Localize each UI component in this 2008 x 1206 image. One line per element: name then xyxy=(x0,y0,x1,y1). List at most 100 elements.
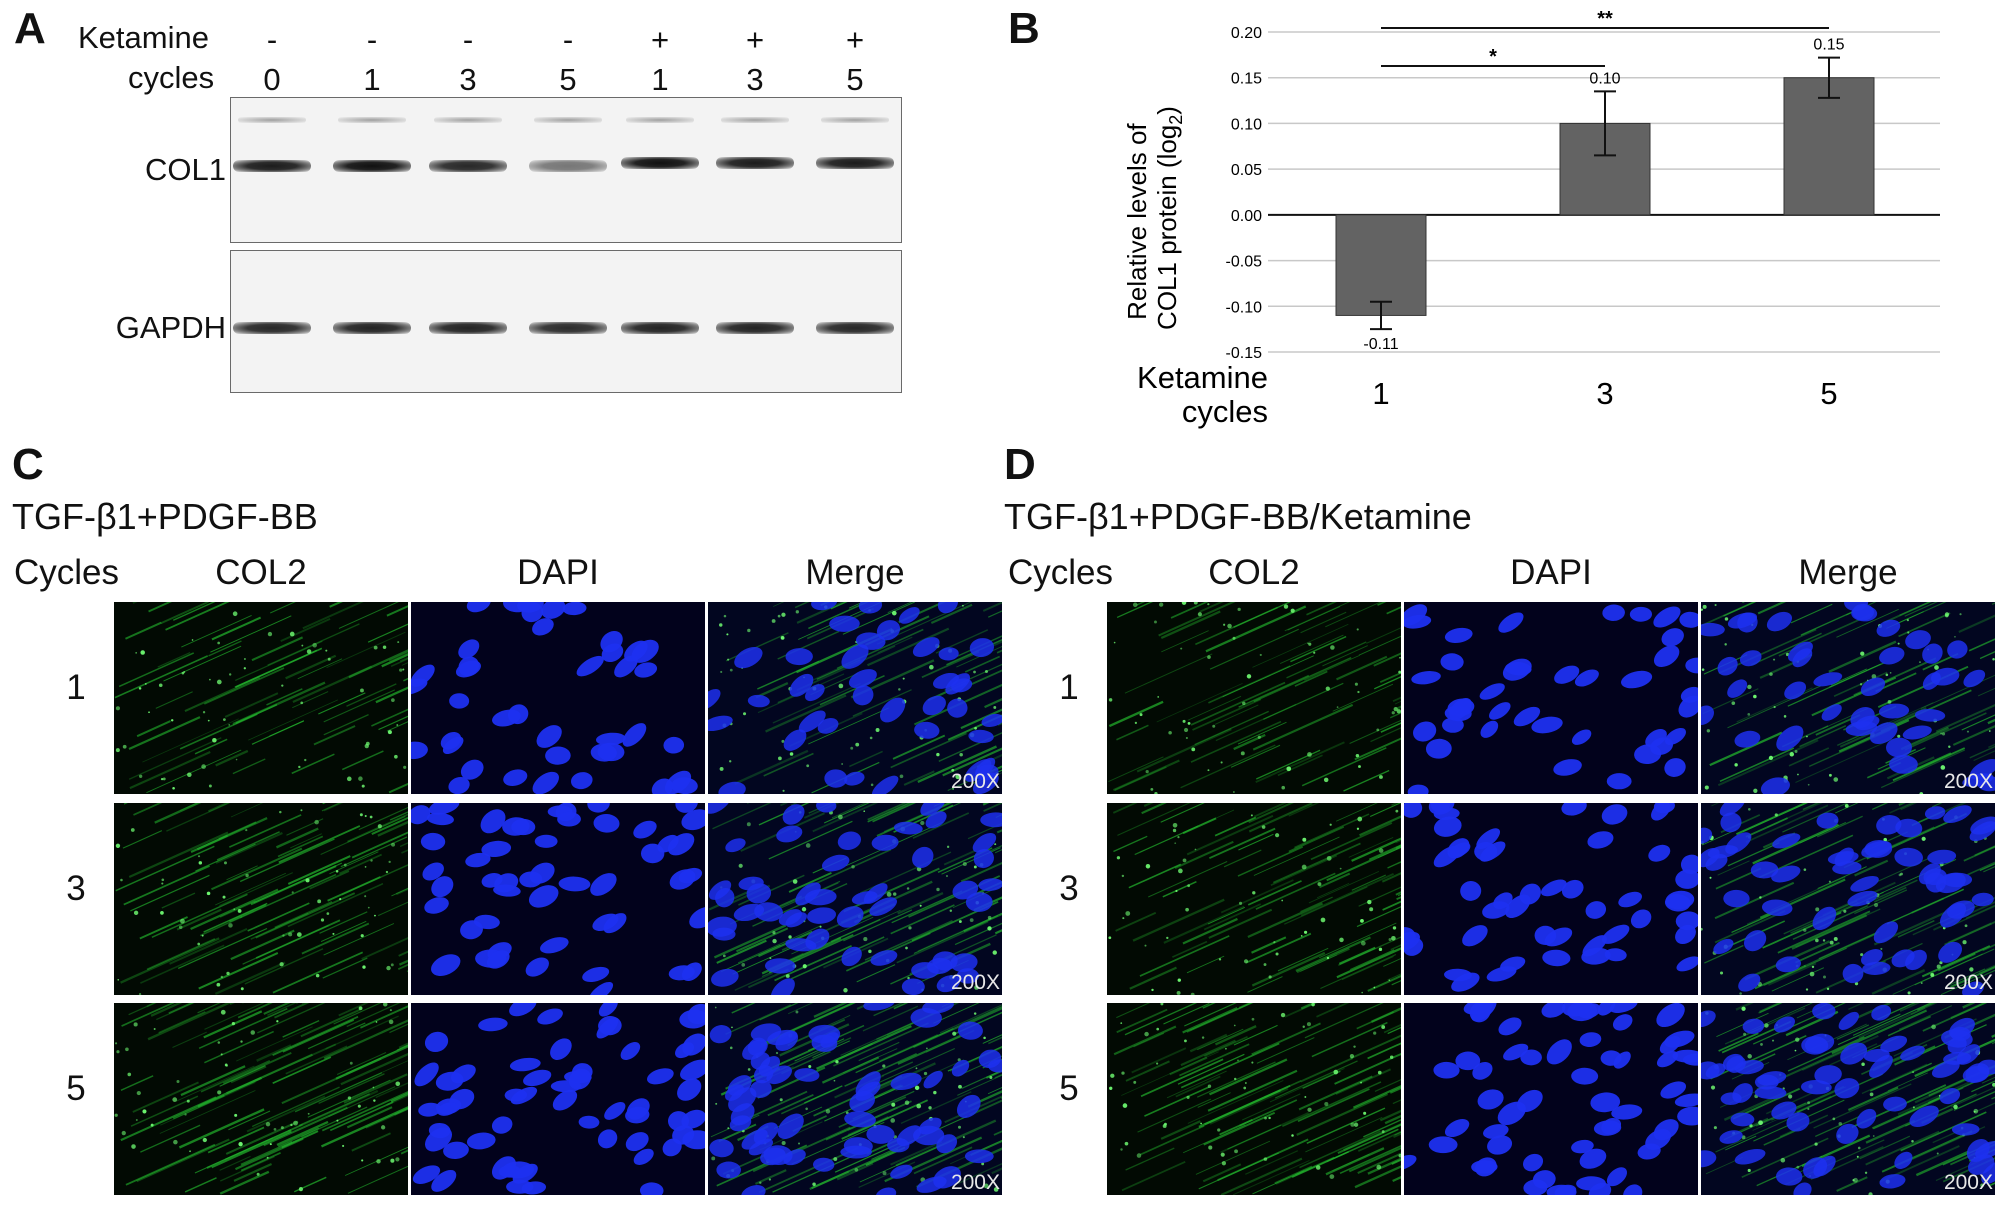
col1-band xyxy=(233,160,311,172)
bar-value-label: 0.10 xyxy=(1589,70,1620,87)
y-tick-label: 0.00 xyxy=(1231,208,1262,225)
row-cycle-label: 1 xyxy=(66,668,86,707)
column-header-dapi: DAPI xyxy=(1510,553,1592,592)
col1-band xyxy=(333,160,411,172)
panel-d-cycles-header: Cycles xyxy=(1008,553,1114,592)
lane-cycle-number: 5 xyxy=(846,62,864,97)
col1-faint-band xyxy=(434,117,502,123)
magnification-label: 200X xyxy=(950,1171,1000,1194)
y-tick-label: 0.20 xyxy=(1231,25,1262,42)
magnification-label: 200X xyxy=(1943,971,1993,994)
panel-d-title: TGF-β1+PDGF-BB/Ketamine xyxy=(1004,496,1472,537)
panel-c-title: TGF-β1+PDGF-BB xyxy=(12,496,318,537)
micrograph-col2-cycle-1 xyxy=(114,602,408,794)
y-tick-label: 0.10 xyxy=(1231,116,1262,133)
micrograph-col2-cycle-3 xyxy=(1107,803,1401,995)
x-tick-label: 5 xyxy=(1820,376,1837,411)
micrograph-merge-cycle-1: 200X xyxy=(1701,602,1995,794)
col1-faint-band xyxy=(534,117,602,123)
col1-label: COL1 xyxy=(145,152,226,187)
column-header-dapi: DAPI xyxy=(517,553,599,592)
y-tick-label: 0.15 xyxy=(1231,71,1262,88)
col1-faint-band xyxy=(238,117,306,123)
significance-label: * xyxy=(1489,46,1497,68)
gapdh-band xyxy=(233,322,311,334)
micrograph-col2-cycle-5 xyxy=(1107,1003,1401,1195)
col1-faint-band xyxy=(338,117,406,123)
row-cycle-label: 3 xyxy=(1059,869,1079,908)
col1-band xyxy=(529,160,607,172)
lane-cycle-number: 1 xyxy=(363,62,381,97)
column-header-merge: Merge xyxy=(805,553,905,592)
micrograph-merge-cycle-5: 200X xyxy=(708,1003,1002,1195)
gapdh-label: GAPDH xyxy=(115,310,226,345)
micrograph-dapi-cycle-3 xyxy=(411,803,705,995)
lane-ketamine-sign: - xyxy=(266,22,278,57)
micrograph-col2-cycle-3 xyxy=(114,803,408,995)
lane-cycle-number: 1 xyxy=(651,62,669,97)
panel-d-label: D xyxy=(1004,440,1036,489)
error-bar xyxy=(1594,90,1616,157)
micrograph-col2-cycle-1 xyxy=(1107,602,1401,794)
col1-faint-band xyxy=(626,117,694,123)
micrograph-merge-cycle-5: 200X xyxy=(1701,1003,1995,1195)
col1-bar-chart: -0.15 -0.10 -0.05 0.00 0.05 0.10 0.15 0.20 -0.1… xyxy=(1122,8,1940,429)
bar xyxy=(1335,214,1427,316)
significance-label: ** xyxy=(1597,8,1613,30)
lane-ketamine-sign: - xyxy=(462,22,474,57)
panel-c-label: C xyxy=(12,440,44,489)
x-axis-label-line1: Ketamine xyxy=(1137,360,1268,395)
lane-cycle-number: 5 xyxy=(559,62,577,97)
panel-a-label: A xyxy=(14,4,46,53)
gapdh-band xyxy=(716,322,794,334)
magnification-label: 200X xyxy=(1943,1171,1993,1194)
y-tick-label: -0.15 xyxy=(1226,345,1263,362)
magnification-label: 200X xyxy=(950,770,1000,793)
gapdh-band xyxy=(621,322,699,334)
gapdh-band xyxy=(429,322,507,334)
bar-value-label: -0.11 xyxy=(1363,336,1398,353)
lane-cycle-number: 3 xyxy=(459,62,477,97)
lane-cycle-number: 3 xyxy=(746,62,764,97)
error-bar xyxy=(1370,300,1392,331)
micrograph-dapi-cycle-5 xyxy=(1404,1003,1698,1195)
panel-c-cycles-header: Cycles xyxy=(14,553,120,592)
y-axis-label: Relative levels of COL1 protein (log2) xyxy=(1122,106,1186,330)
lane-ketamine-sign: - xyxy=(562,22,574,57)
x-axis-label-line2: cycles xyxy=(1182,394,1268,429)
row-cycle-label: 5 xyxy=(1059,1069,1079,1108)
micrograph-dapi-cycle-3 xyxy=(1404,803,1698,995)
micrograph-merge-cycle-3: 200X xyxy=(708,803,1002,995)
col1-band xyxy=(816,157,894,169)
ketamine-row-label: Ketamine xyxy=(78,20,209,55)
col1-faint-band xyxy=(721,117,789,123)
x-tick-label: 1 xyxy=(1372,376,1389,411)
col1-band xyxy=(429,160,507,172)
lane-ketamine-sign: + xyxy=(650,22,670,57)
lane-ketamine-sign: + xyxy=(745,22,765,57)
micrograph-dapi-cycle-5 xyxy=(411,1003,705,1195)
x-tick-label: 3 xyxy=(1596,376,1613,411)
bar xyxy=(1783,77,1875,216)
y-tick-label: -0.05 xyxy=(1226,254,1263,271)
row-cycle-label: 1 xyxy=(1059,668,1079,707)
lane-ketamine-sign: + xyxy=(845,22,865,57)
micrograph-col2-cycle-5 xyxy=(114,1003,408,1195)
row-cycle-label: 3 xyxy=(66,869,86,908)
lane-ketamine-sign: - xyxy=(366,22,378,57)
micrograph-merge-cycle-1: 200X xyxy=(708,602,1002,794)
error-bar xyxy=(1818,56,1840,99)
y-tick-label: -0.10 xyxy=(1226,299,1263,316)
gapdh-band xyxy=(529,322,607,334)
gapdh-band xyxy=(816,322,894,334)
col1-band xyxy=(621,157,699,169)
row-cycle-label: 5 xyxy=(66,1069,86,1108)
gapdh-blot xyxy=(230,250,902,393)
micrograph-dapi-cycle-1 xyxy=(1404,602,1698,794)
col1-band xyxy=(716,157,794,169)
column-header-col2: COL2 xyxy=(215,553,307,592)
col1-faint-band xyxy=(821,117,889,123)
y-tick-label: 0.05 xyxy=(1231,162,1262,179)
column-header-col2: COL2 xyxy=(1208,553,1300,592)
micrograph-merge-cycle-3: 200X xyxy=(1701,803,1995,995)
